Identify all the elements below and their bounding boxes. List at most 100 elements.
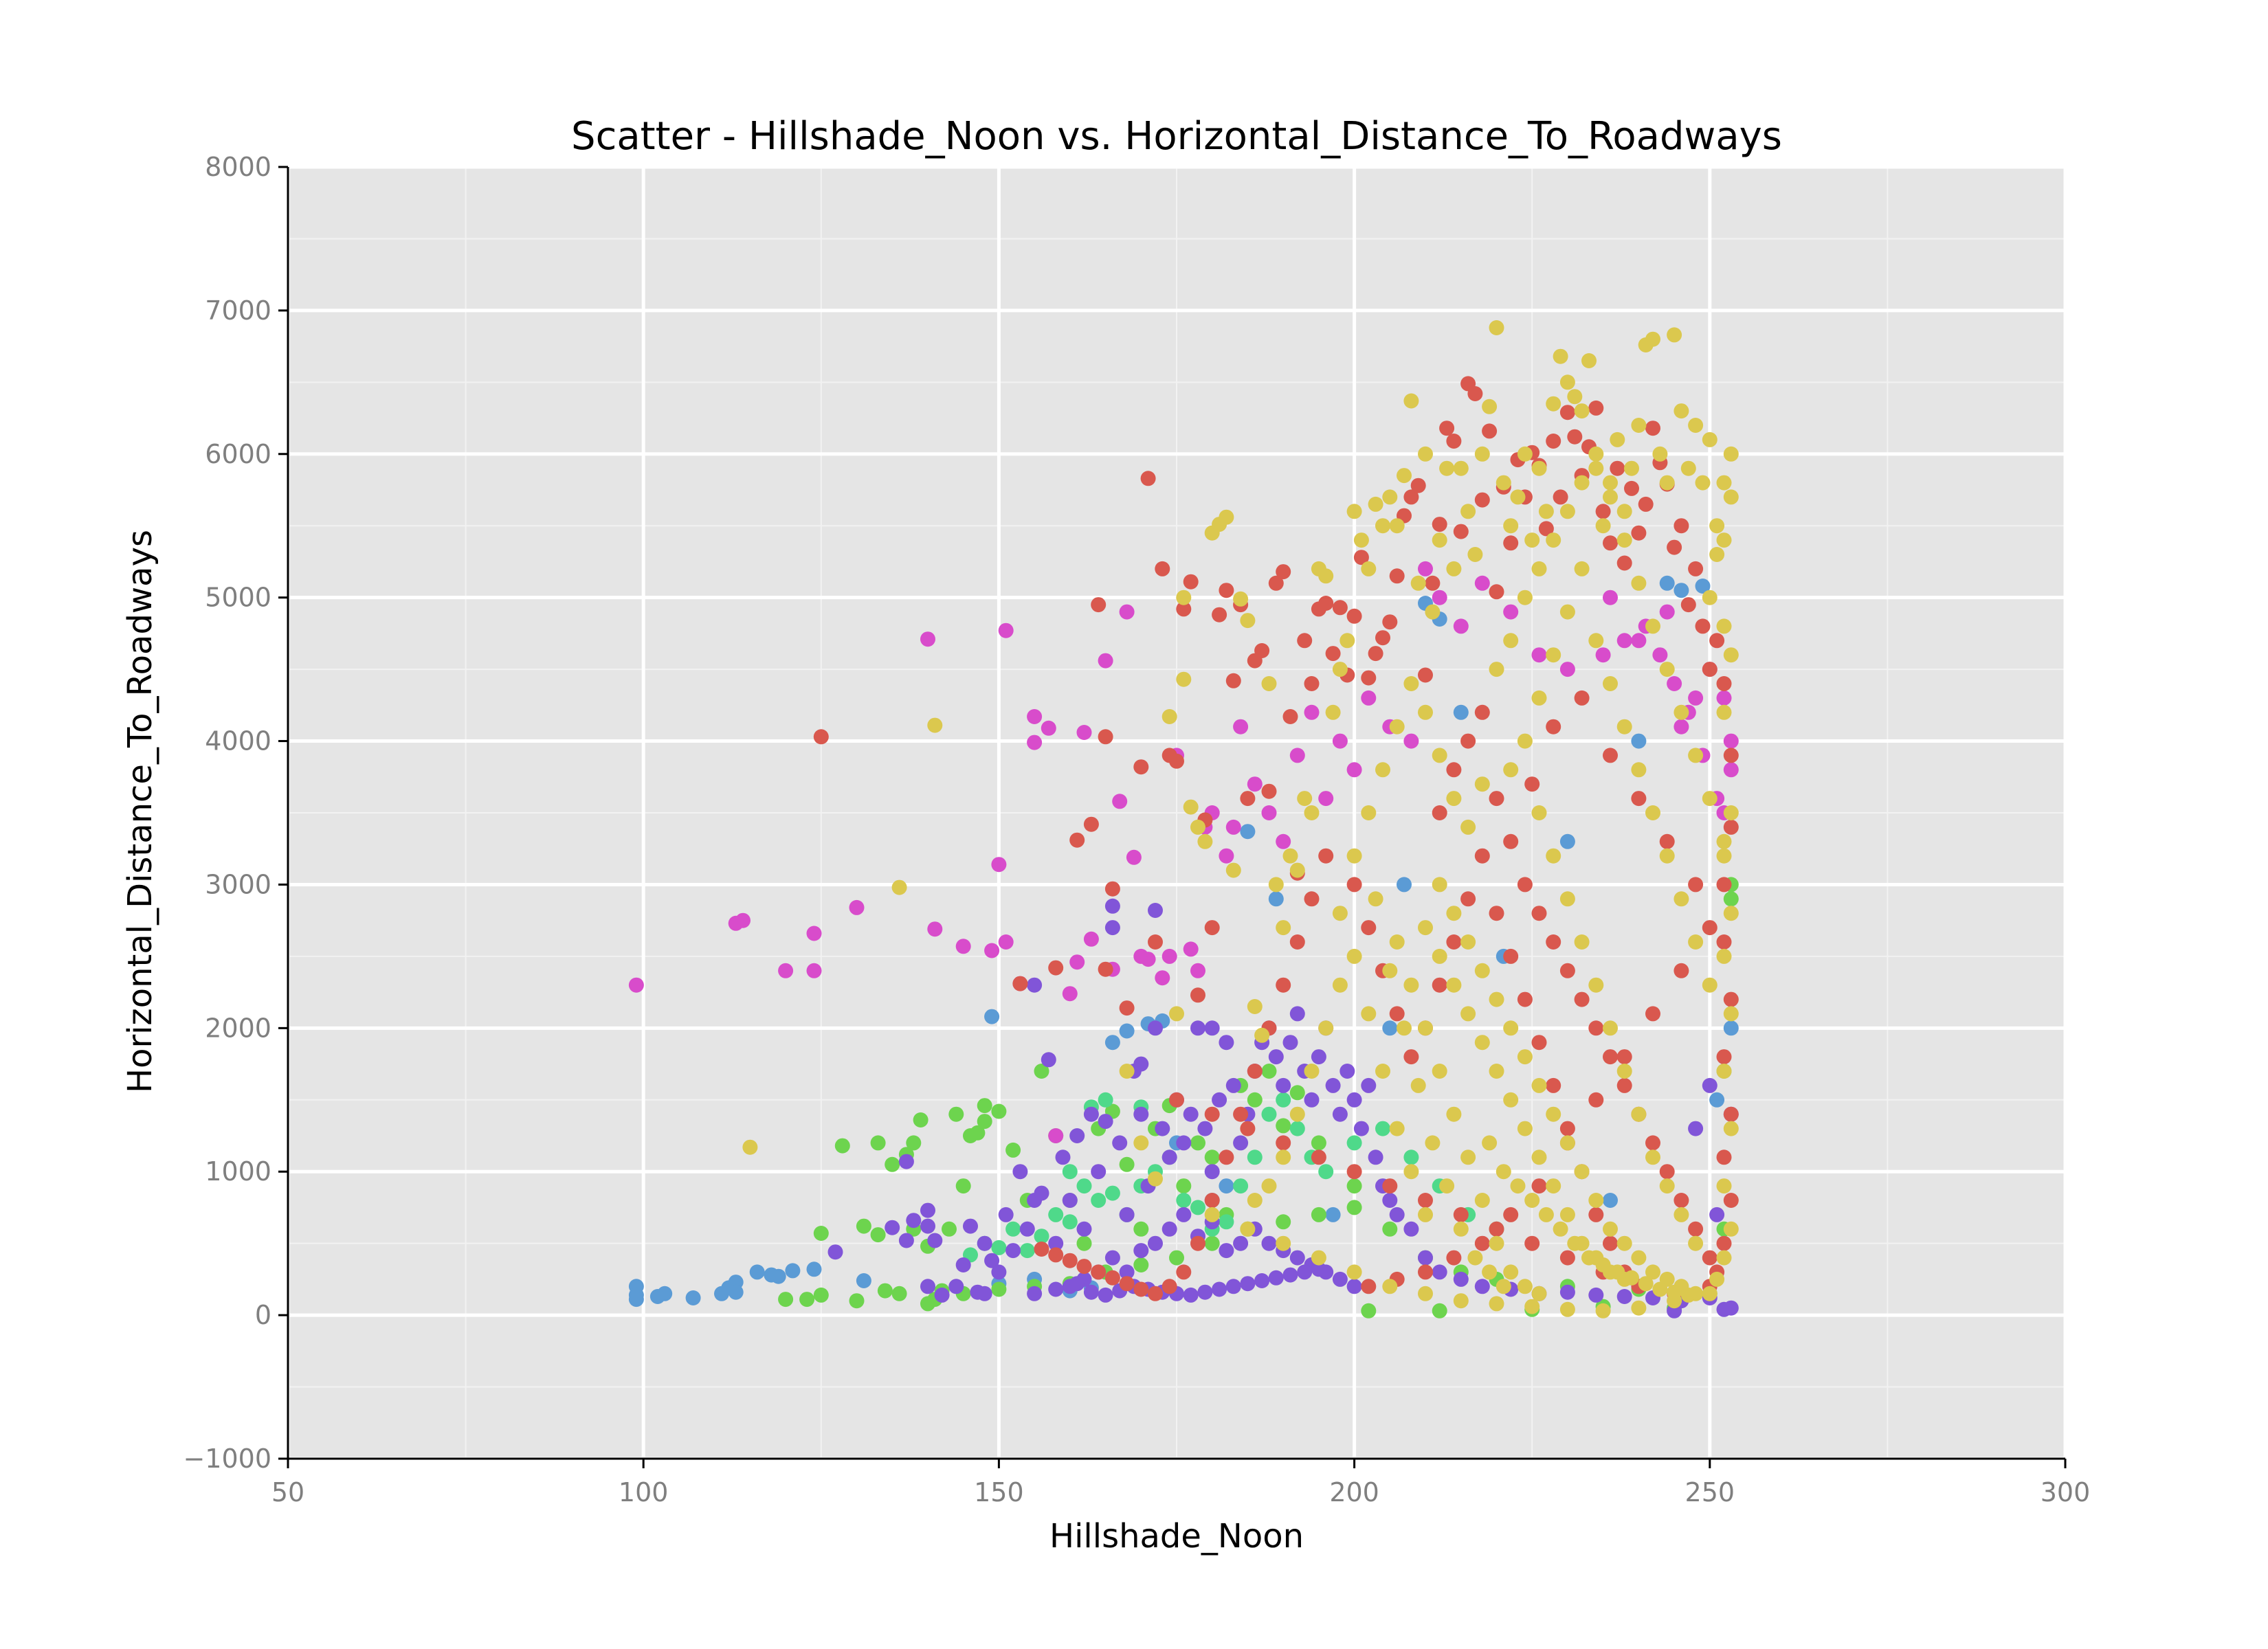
data-point <box>1233 1178 1249 1194</box>
data-point <box>1702 1286 1717 1301</box>
data-point <box>1190 1200 1205 1215</box>
data-point <box>770 1268 786 1284</box>
data-point <box>1489 320 1504 335</box>
data-point <box>1048 1128 1064 1143</box>
data-point <box>991 1103 1007 1119</box>
data-point <box>1603 590 1618 605</box>
data-point <box>1517 1279 1533 1294</box>
data-point <box>1048 960 1064 976</box>
data-point <box>1652 446 1668 462</box>
data-point <box>991 1239 1007 1255</box>
data-point <box>1062 1253 1078 1268</box>
data-point <box>1190 1235 1205 1251</box>
data-point <box>1048 1247 1064 1263</box>
data-point <box>1517 590 1533 605</box>
data-point <box>778 963 794 978</box>
data-point <box>1233 591 1249 607</box>
data-point <box>1368 891 1383 907</box>
data-point <box>1688 418 1704 433</box>
data-point <box>1289 862 1305 878</box>
data-point <box>1311 1261 1326 1277</box>
data-point <box>1460 504 1476 519</box>
data-point <box>1276 833 1291 849</box>
data-point <box>1276 1135 1291 1151</box>
data-point <box>1446 561 1462 576</box>
data-point <box>1219 509 1234 525</box>
data-point <box>1197 833 1213 849</box>
data-point <box>1161 1149 1177 1165</box>
data-point <box>1155 970 1170 986</box>
data-point <box>898 1154 914 1169</box>
data-point <box>1204 920 1220 936</box>
data-point <box>1318 1020 1334 1036</box>
data-point <box>1104 920 1120 936</box>
data-point <box>806 963 822 978</box>
data-point <box>1282 709 1298 724</box>
x-tick-label: 100 <box>619 1477 669 1507</box>
data-point <box>1219 1178 1234 1194</box>
data-point <box>1311 1207 1326 1222</box>
data-point <box>1603 475 1618 491</box>
data-point <box>1524 532 1540 548</box>
data-point <box>1688 1121 1704 1136</box>
data-point <box>1304 676 1320 691</box>
data-point <box>1716 1301 1732 1317</box>
data-point <box>984 943 1000 958</box>
data-point <box>1667 539 1682 555</box>
data-point <box>1276 1092 1291 1108</box>
data-point <box>1183 1106 1199 1122</box>
y-tick-label: 5000 <box>205 583 271 613</box>
x-tick-label: 50 <box>271 1477 304 1507</box>
data-point <box>1176 1178 1192 1194</box>
data-point <box>1304 1092 1320 1108</box>
data-point <box>920 1202 935 1218</box>
data-point <box>1595 647 1611 663</box>
data-point <box>1559 1284 1575 1300</box>
data-point <box>1631 1300 1647 1316</box>
data-point <box>1723 1193 1739 1208</box>
data-point <box>1716 618 1732 634</box>
data-point <box>1446 762 1462 778</box>
data-point <box>685 1290 701 1305</box>
data-point <box>1709 633 1725 649</box>
data-point <box>1148 903 1163 918</box>
data-point <box>1397 468 1412 484</box>
data-point <box>1716 704 1732 720</box>
data-point <box>1559 833 1575 849</box>
data-point <box>1553 489 1568 505</box>
data-point <box>1474 1235 1490 1251</box>
data-point <box>1119 1207 1135 1222</box>
data-point <box>1346 1200 1362 1215</box>
data-point <box>991 1281 1007 1297</box>
data-point <box>1225 1077 1241 1093</box>
data-point <box>1261 805 1277 820</box>
data-point <box>1616 1049 1632 1065</box>
data-point <box>927 1233 943 1248</box>
data-point <box>1439 1178 1455 1194</box>
data-point <box>1432 532 1447 548</box>
data-point <box>1247 999 1263 1014</box>
data-point <box>934 1287 950 1303</box>
data-point <box>1503 535 1519 551</box>
data-point <box>1474 776 1490 792</box>
data-point <box>1723 891 1739 907</box>
data-point <box>1432 517 1447 532</box>
data-point <box>1219 1035 1234 1051</box>
data-point <box>1389 1207 1405 1222</box>
data-point <box>1702 977 1717 993</box>
data-point <box>1460 1006 1476 1022</box>
data-point <box>1716 948 1732 964</box>
data-point <box>1674 583 1689 598</box>
data-point <box>1261 1178 1277 1194</box>
data-point <box>1474 963 1490 978</box>
data-point <box>1332 1271 1348 1287</box>
data-point <box>1148 1171 1163 1187</box>
data-point <box>1631 525 1647 541</box>
data-point <box>1418 704 1433 720</box>
data-point <box>1304 704 1320 720</box>
data-point <box>1005 1243 1021 1259</box>
data-point <box>1098 729 1113 745</box>
data-point <box>1603 1193 1618 1208</box>
data-point <box>1489 1064 1504 1079</box>
data-point <box>1225 862 1241 878</box>
